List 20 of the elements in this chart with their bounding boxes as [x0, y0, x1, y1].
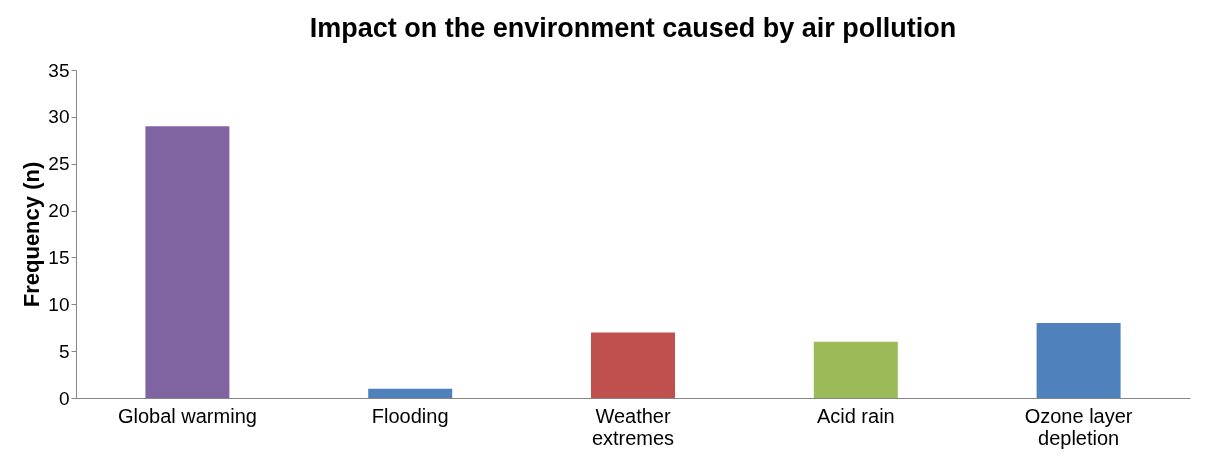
chart-title: Impact on the environment caused by air pollution — [309, 13, 957, 43]
y-tick-label: 0 — [58, 387, 70, 409]
x-tick-label: Acid rain — [816, 404, 895, 427]
bar — [591, 332, 675, 398]
x-tick-label: Weather extremes — [591, 404, 675, 449]
y-tick-label: 30 — [48, 106, 70, 128]
bar — [145, 126, 230, 398]
bar — [1036, 323, 1121, 398]
x-tick-label: Ozone layer depletion — [1024, 404, 1133, 449]
y-tick-label: 15 — [48, 246, 70, 268]
y-tick-label: 20 — [48, 200, 70, 222]
y-tick-label: 25 — [48, 153, 70, 175]
y-tick-label: 5 — [58, 340, 70, 362]
y-axis-title: Frequency (n) — [19, 161, 45, 308]
bar — [368, 388, 453, 398]
x-tick-label: Global warming — [117, 404, 257, 427]
y-tick-label: 35 — [48, 59, 70, 81]
y-tick-label: 10 — [48, 293, 70, 315]
bar — [813, 341, 898, 398]
x-tick-label: Flooding — [371, 404, 449, 427]
